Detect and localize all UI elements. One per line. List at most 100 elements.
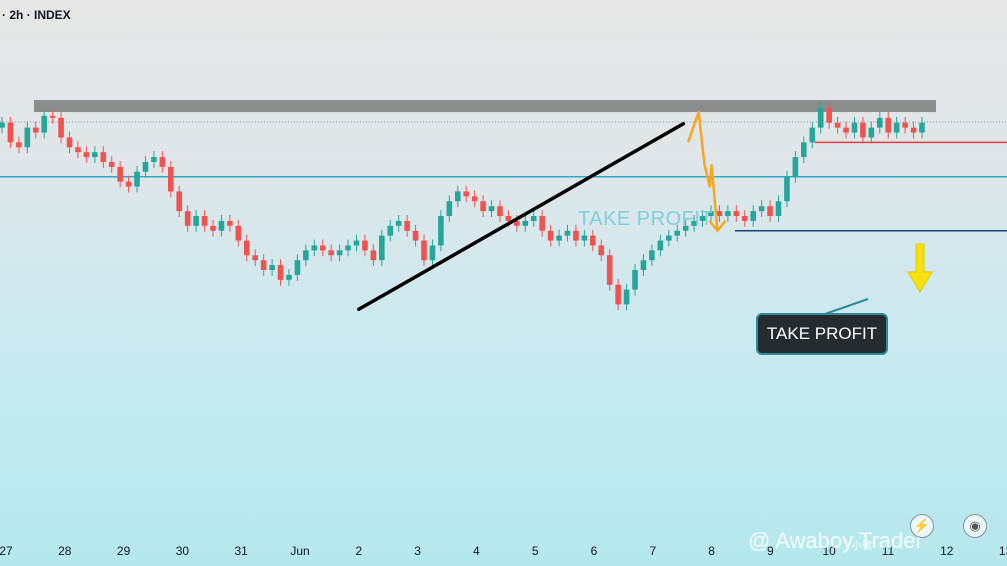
x-tick-label: 3 <box>414 544 421 558</box>
candle-body <box>184 211 191 226</box>
candle-body <box>767 206 773 216</box>
candle-body <box>438 216 444 246</box>
candle-body <box>910 127 917 133</box>
candle-body <box>429 245 436 261</box>
chart-title: · 2h · INDEX <box>2 8 71 22</box>
candle-body <box>674 230 681 236</box>
x-tick-label: 9 <box>767 544 774 558</box>
candle-body <box>741 216 748 221</box>
callout-pointer <box>821 298 869 316</box>
candle-body <box>522 220 529 226</box>
candle-body <box>640 260 647 270</box>
candle-body <box>581 235 588 241</box>
candle-body <box>480 201 486 212</box>
candle-body <box>395 220 402 226</box>
forecast-arrowhead <box>708 219 727 233</box>
candle-body <box>49 115 56 118</box>
tradingview-logo-icon[interactable]: ◉ <box>963 514 987 538</box>
candle-body <box>227 220 233 226</box>
candle-body <box>547 230 554 241</box>
candle-body <box>303 250 309 261</box>
candle-body <box>125 181 132 187</box>
candle-body <box>556 235 562 241</box>
candle-body <box>809 127 816 143</box>
x-tick-label: 28 <box>58 544 72 558</box>
candle-body <box>159 157 166 167</box>
take-profit-lower-callout: TAKE PROFIT <box>756 313 888 355</box>
candle-body <box>41 115 48 133</box>
candle-body <box>834 122 841 128</box>
resistance-zone <box>34 100 936 113</box>
candle-body <box>876 117 883 128</box>
candle-body <box>193 216 199 226</box>
candle-body <box>277 265 284 280</box>
candle-body <box>775 201 782 216</box>
trendline <box>357 121 686 312</box>
candle-body <box>100 152 107 162</box>
candle-body <box>632 270 638 290</box>
candle-body <box>885 117 892 133</box>
candle-body <box>665 235 672 241</box>
take-profit-upper-label: TAKE PROFIT <box>578 208 714 230</box>
candle-body <box>817 108 824 128</box>
candle-body <box>16 142 22 148</box>
x-tick-label: 13 <box>998 544 1007 558</box>
candle-body <box>733 211 740 216</box>
candle-body <box>725 211 731 216</box>
candle-body <box>353 240 360 246</box>
candle-body <box>919 122 925 133</box>
x-tick-label: 2 <box>355 544 363 558</box>
down-arrow-icon <box>907 243 933 293</box>
candle-body <box>691 220 697 226</box>
candle-body <box>243 240 250 256</box>
candle-body <box>117 166 123 182</box>
x-tick-label: 27 <box>0 544 13 558</box>
candle-body <box>379 235 385 261</box>
x-tick-label: Jun <box>290 544 310 558</box>
candle-body <box>218 220 225 231</box>
candle-body <box>336 250 343 256</box>
candle-body <box>801 142 807 158</box>
watermark: @ Awaboy Trader <box>748 528 923 553</box>
candle-body <box>606 255 613 285</box>
candle-body <box>843 127 849 133</box>
candle-body <box>260 260 267 270</box>
candle-body <box>421 240 427 261</box>
candle-body <box>412 230 419 241</box>
candle-body <box>66 137 73 148</box>
candle-body <box>573 230 579 241</box>
candle-body <box>311 245 318 251</box>
x-tick-label: 29 <box>116 544 131 558</box>
candle-body <box>868 127 875 138</box>
candle-body <box>235 225 242 241</box>
candle-body <box>902 122 908 128</box>
watermark-sub: 小號 <box>852 541 872 552</box>
candle-body <box>345 245 351 251</box>
candle-body <box>649 250 655 261</box>
candle-body <box>826 108 832 123</box>
candle-body <box>294 260 301 275</box>
candle-body <box>362 240 368 251</box>
x-tick-label: 7 <box>649 544 657 558</box>
candle-body <box>784 176 790 202</box>
x-tick-label: 8 <box>708 544 715 558</box>
candle-body <box>716 211 723 216</box>
candle-body <box>471 196 478 202</box>
candle-body <box>32 127 39 133</box>
candle-body <box>750 211 756 221</box>
candle-body <box>7 122 14 143</box>
candle-body <box>269 265 275 270</box>
candle-body <box>488 206 495 212</box>
candle-body <box>134 171 140 187</box>
candle-body <box>530 216 537 221</box>
candle-body <box>168 166 174 192</box>
candle-body <box>24 127 31 148</box>
candle-body <box>176 191 183 212</box>
take-profit-lower-label: TAKE PROFIT <box>766 324 878 343</box>
lightning-icon[interactable]: ⚡ <box>910 514 934 538</box>
candle-body <box>142 162 149 172</box>
candle-body <box>370 250 377 261</box>
candle-body <box>699 216 706 221</box>
